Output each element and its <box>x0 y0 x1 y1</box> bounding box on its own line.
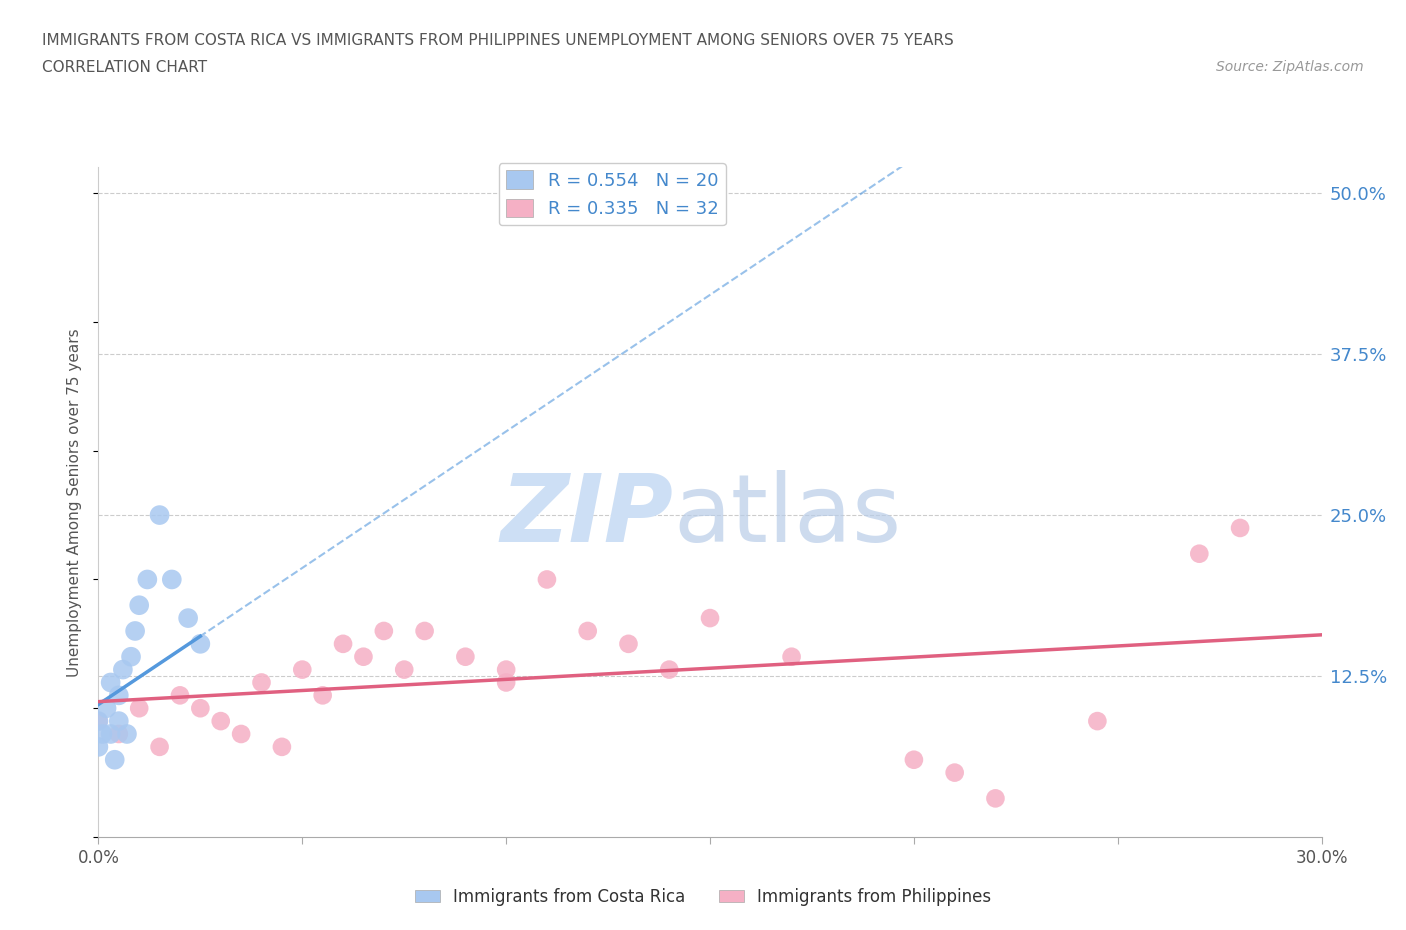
Point <box>149 508 172 523</box>
Point <box>392 662 416 677</box>
Point <box>903 752 925 767</box>
Point <box>104 752 127 767</box>
Point <box>699 611 721 626</box>
Text: atlas: atlas <box>673 470 901 562</box>
Text: Source: ZipAtlas.com: Source: ZipAtlas.com <box>1216 60 1364 74</box>
Text: CORRELATION CHART: CORRELATION CHART <box>42 60 207 75</box>
Point <box>617 636 640 651</box>
Point <box>149 739 172 754</box>
Point <box>100 726 122 741</box>
Point <box>1085 713 1108 728</box>
Point <box>231 726 253 741</box>
Point <box>943 765 966 780</box>
Point <box>108 688 131 703</box>
Point <box>209 713 232 728</box>
Point <box>270 739 294 754</box>
Point <box>100 675 122 690</box>
Point <box>115 726 138 741</box>
Point <box>136 572 159 587</box>
Text: IMMIGRANTS FROM COSTA RICA VS IMMIGRANTS FROM PHILIPPINES UNEMPLOYMENT AMONG SEN: IMMIGRANTS FROM COSTA RICA VS IMMIGRANTS… <box>42 33 953 47</box>
Point <box>413 623 436 638</box>
Point <box>108 713 131 728</box>
Point <box>128 598 150 613</box>
Point <box>87 739 110 754</box>
Point <box>984 790 1007 805</box>
Point <box>87 713 110 728</box>
Point <box>188 636 212 651</box>
Point <box>169 688 191 703</box>
Point <box>495 675 517 690</box>
Point <box>96 701 118 716</box>
Point <box>454 649 477 664</box>
Point <box>91 726 114 741</box>
Point <box>495 662 517 677</box>
Point <box>576 623 599 638</box>
Point <box>373 623 395 638</box>
Point <box>177 611 200 626</box>
Point <box>1229 521 1251 536</box>
Point <box>124 623 146 638</box>
Text: ZIP: ZIP <box>501 470 673 562</box>
Point <box>352 649 374 664</box>
Point <box>188 701 212 716</box>
Y-axis label: Unemployment Among Seniors over 75 years: Unemployment Among Seniors over 75 years <box>67 328 83 676</box>
Point <box>87 713 110 728</box>
Point <box>120 649 142 664</box>
Point <box>291 662 314 677</box>
Legend: R = 0.554   N = 20, R = 0.335   N = 32: R = 0.554 N = 20, R = 0.335 N = 32 <box>499 163 725 225</box>
Point <box>1188 546 1211 561</box>
Point <box>128 701 150 716</box>
Point <box>780 649 803 664</box>
Point <box>111 662 134 677</box>
Point <box>332 636 354 651</box>
Legend: Immigrants from Costa Rica, Immigrants from Philippines: Immigrants from Costa Rica, Immigrants f… <box>408 881 998 912</box>
Point <box>658 662 681 677</box>
Point <box>160 572 183 587</box>
Point <box>250 675 273 690</box>
Point <box>188 856 212 870</box>
Point <box>536 572 558 587</box>
Point <box>312 688 335 703</box>
Point <box>108 726 131 741</box>
